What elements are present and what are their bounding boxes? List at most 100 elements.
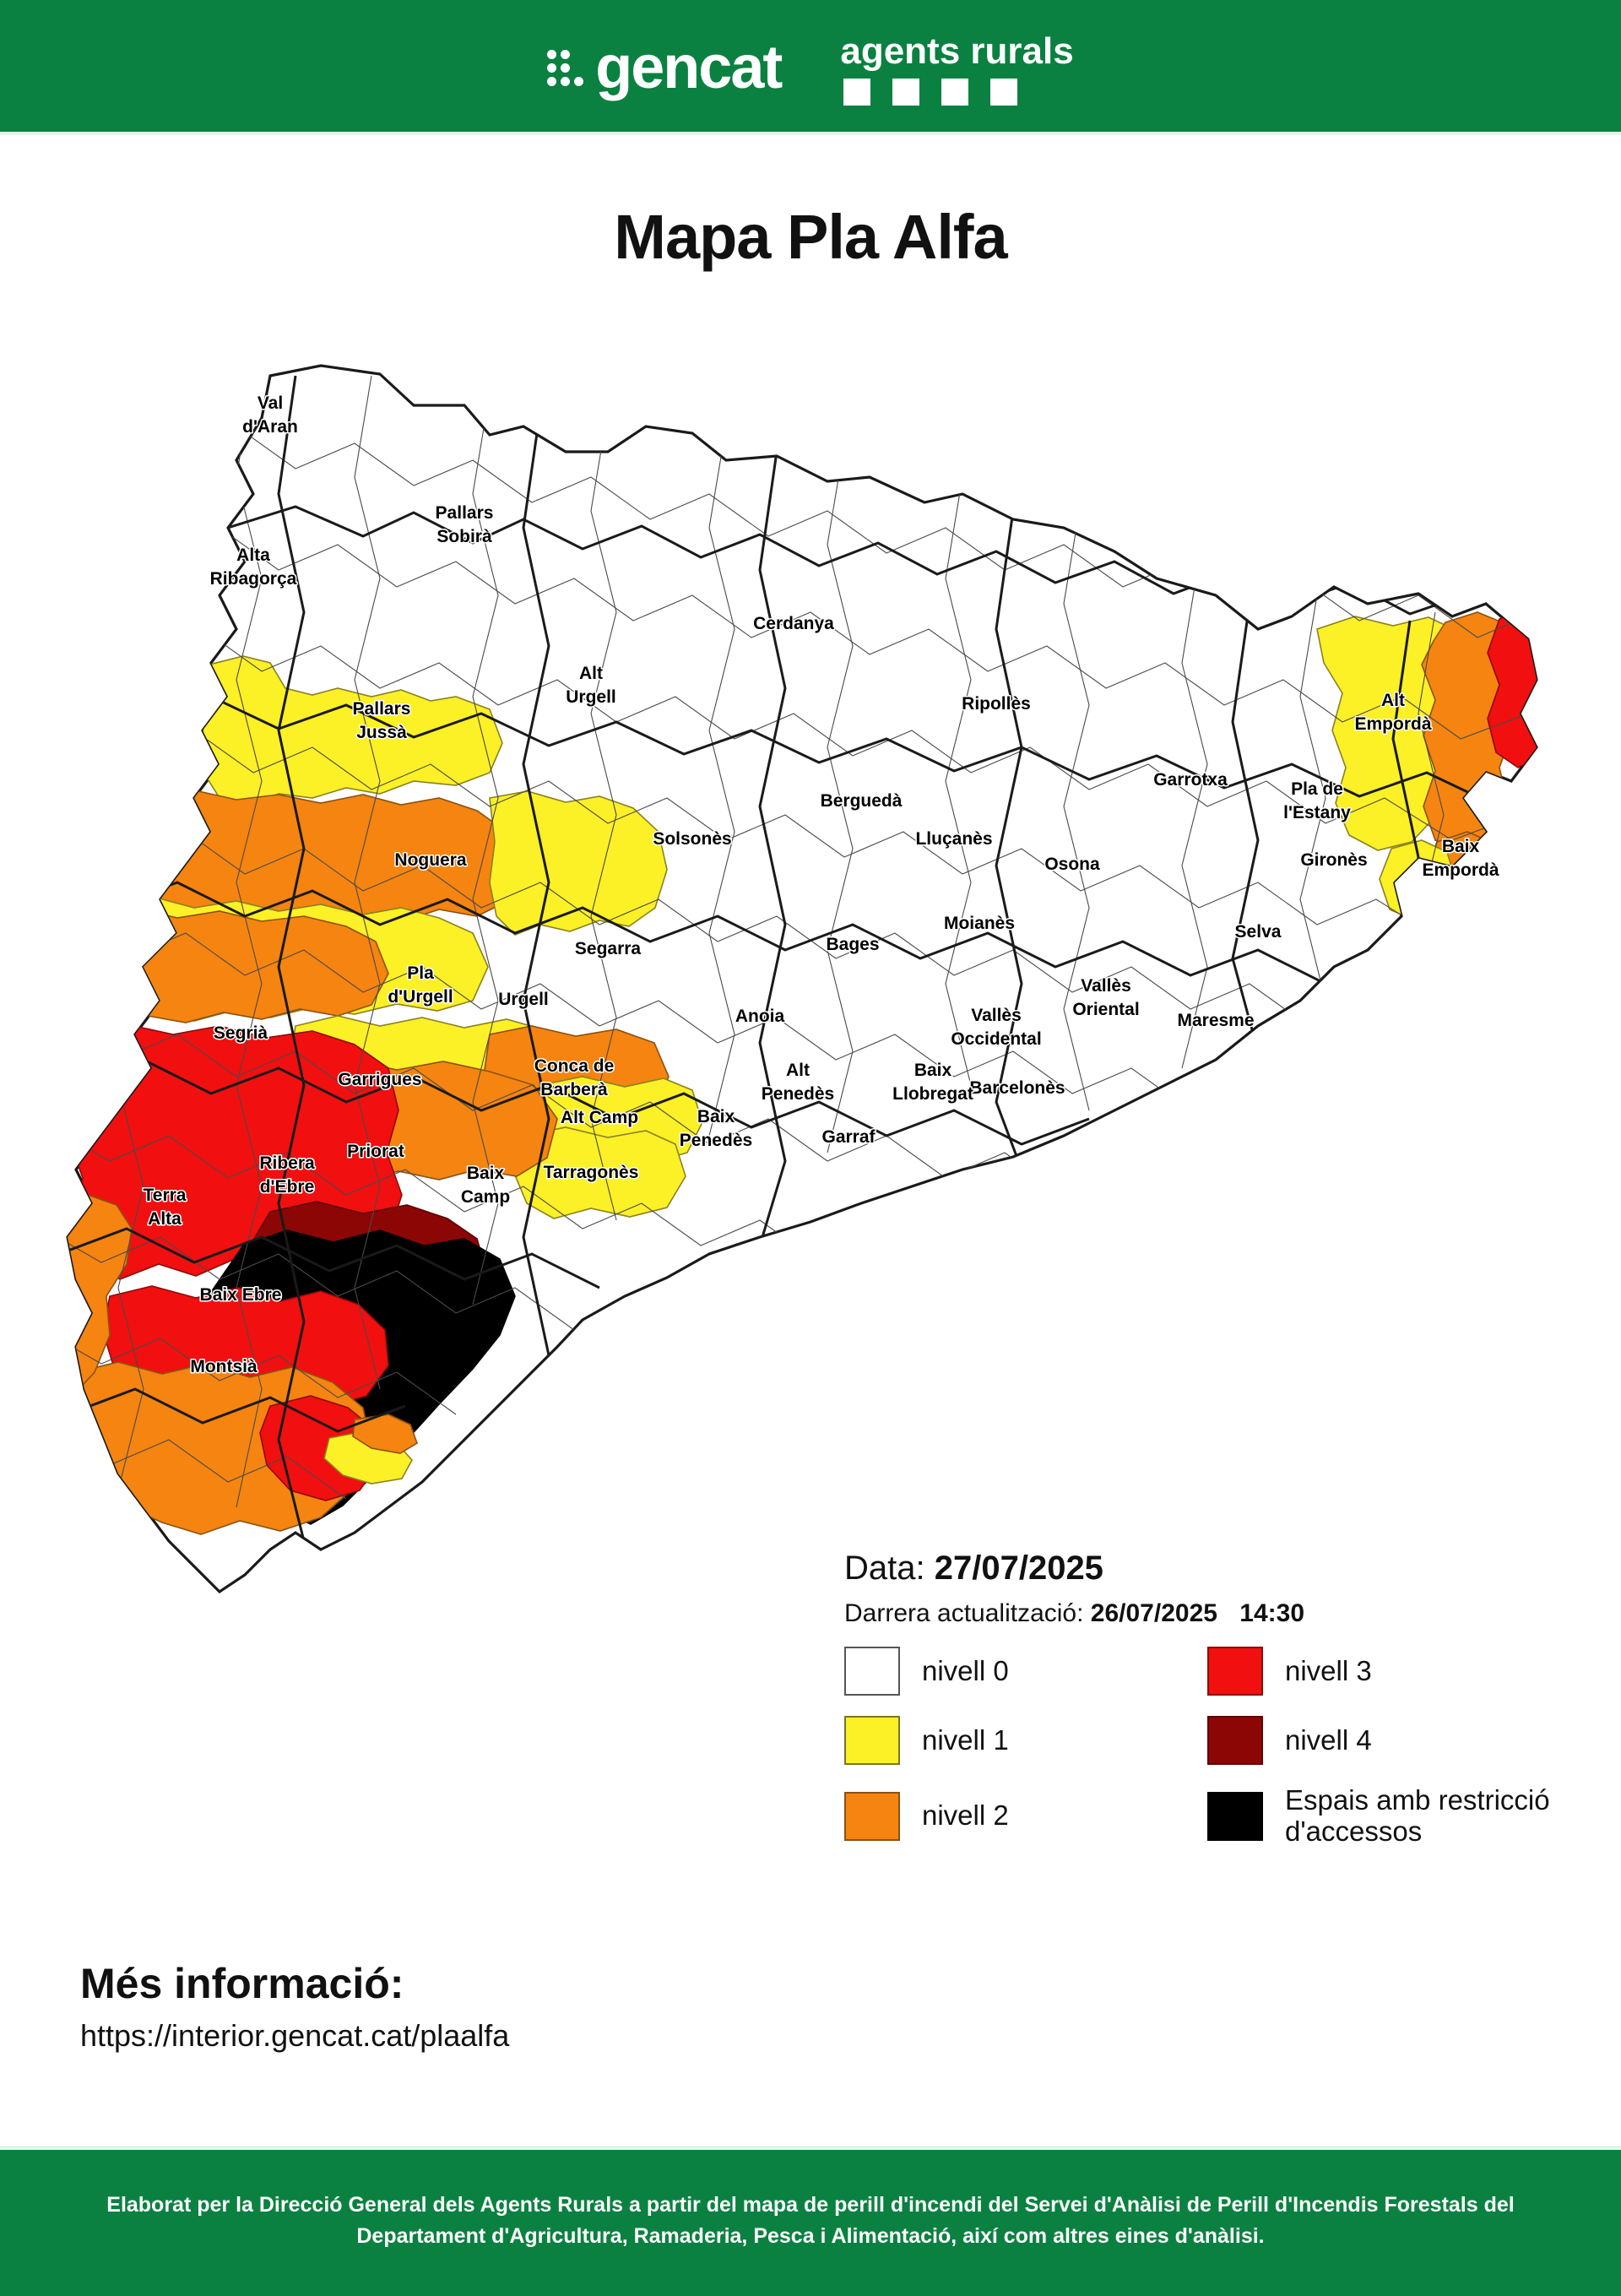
map-label-text: Alta [148, 1209, 182, 1229]
map-label-text: Pallars [353, 699, 411, 719]
map-label-val-d-aran: Val d'Aran [241, 393, 300, 438]
map-label-text: Barcelonès [969, 1078, 1065, 1098]
last-update-date: 26/07/2025 [1090, 1599, 1217, 1627]
map-label-text: Barberà [540, 1080, 608, 1099]
map-label-garraf: Garraf [821, 1126, 877, 1148]
map-label-text: Empordà [1354, 714, 1431, 734]
map-label-terra-alta: Terra Alta [142, 1185, 187, 1230]
gencat-wordmark: gencat [595, 34, 783, 101]
map-label-maresme: Maresme [1176, 1010, 1255, 1032]
map-label-barcelon-s: Barcelonès [968, 1077, 1066, 1099]
map-label-text: Selva [1235, 922, 1282, 942]
map-label-text: Alt Camp [561, 1108, 638, 1127]
map-municipal-borders [68, 375, 1537, 1508]
map-label-garrigues: Garrigues [337, 1069, 423, 1091]
footer-credit-text: Elaborat per la Direcció General dels Ag… [106, 2192, 1515, 2249]
zone-altemporda-n3 [1487, 606, 1537, 768]
more-info-heading: Més informació: [80, 1960, 404, 2007]
legend-item-nivell-4: nivell 4 [1207, 1716, 1587, 1765]
map-label-text: Ribagorça [210, 569, 297, 589]
map-label-vall-s-oriental: Vallès Oriental [1071, 975, 1141, 1021]
legend-swatch-nivell-1 [844, 1716, 900, 1765]
agents-rurals-wordmark: agents rurals [840, 30, 1074, 72]
map-label-pallars-sobir: Pallars Sobirà [434, 502, 495, 548]
legend-label-nivell-4: nivell 4 [1285, 1723, 1372, 1756]
map-label-text: Camp [461, 1187, 510, 1207]
map-label-text: Moianès [944, 914, 1015, 933]
map-label-tarragon-s: Tarragonès [542, 1162, 640, 1184]
map-label-llu-an-s: Lluçanès [914, 828, 994, 850]
legend-label-restriccio-accessos: Espais amb restricció d'accessos [1285, 1784, 1550, 1847]
map-label-vall-s-occidental: Vallès Occidental [950, 1005, 1043, 1050]
map-label-osona: Osona [1044, 854, 1102, 876]
map-label-text: Vallès [1081, 976, 1131, 996]
map-label-bages: Bages [825, 934, 881, 956]
map-label-text: Occidental [951, 1029, 1041, 1049]
header-divider [0, 132, 1621, 135]
map-label-selva: Selva [1233, 921, 1282, 943]
map-label-conca-de-barber: Conca de Barberà [533, 1056, 615, 1101]
map-label-text: Terra [144, 1186, 187, 1205]
map-label-text: l'Estany [1283, 803, 1351, 822]
date-line: Data: 27/07/2025 [844, 1550, 1587, 1588]
map-label-text: Alt [1381, 691, 1405, 710]
legend-item-nivell-2: nivell 2 [844, 1785, 1207, 1848]
more-info-url[interactable]: https://interior.gencat.cat/plaalfa [80, 2018, 510, 2053]
legend-item-restriccio-accessos: Espais amb restricció d'accessos [1207, 1784, 1587, 1848]
zone-baixemporda-coast-n1 [1445, 907, 1514, 968]
date-value: 27/07/2025 [934, 1550, 1103, 1587]
map-label-ripoll-s: Ripollès [961, 693, 1033, 715]
legend-label-nivell-2: nivell 2 [922, 1799, 1009, 1832]
agents-rurals-logo: agents rurals [840, 30, 1074, 106]
legend-label-nivell-0: nivell 0 [922, 1654, 1009, 1686]
map-label-text: Baix [914, 1061, 952, 1080]
last-update-label: Darrera actualització: [844, 1599, 1084, 1627]
legend-swatch-nivell-2 [844, 1791, 900, 1841]
map-label-pla-de-l-estany: Pla de l'Estany [1282, 779, 1353, 824]
map-label-text: Sobirà [436, 527, 492, 546]
map-label-text: Anoia [735, 1007, 785, 1026]
map-label-text: Penedès [680, 1131, 752, 1150]
map-label-urgell: Urgell [497, 989, 550, 1011]
legend-swatch-nivell-4 [1207, 1716, 1263, 1765]
map-label-baix-llobregat: Baix Llobregat [892, 1060, 975, 1105]
map-label-text: Garrigues [338, 1070, 421, 1089]
map-label-alt-empord: Alt Empordà [1353, 690, 1433, 735]
map-label-text: Urgell [498, 990, 549, 1009]
map-label-baix-pened-s: Baix Penedès [678, 1106, 753, 1152]
legend-label-nivell-3: nivell 3 [1285, 1654, 1372, 1686]
map-label-segri: Segrià [212, 1023, 269, 1045]
map-label-text: Garraf [821, 1127, 876, 1147]
map-label-text: Bages [826, 935, 879, 954]
map-label-text: Pla de [1291, 779, 1343, 799]
map-label-text: Empordà [1422, 860, 1499, 880]
map-label-text: Urgell [566, 687, 616, 707]
map-label-text: Alt [579, 664, 603, 683]
map-label-text: Val [258, 394, 283, 413]
map-label-text: Jussà [356, 723, 407, 742]
map-label-text: Maresme [1177, 1011, 1254, 1030]
map-label-text: Oriental [1072, 1000, 1139, 1019]
gencat-logo: gencat [547, 34, 783, 101]
map-label-text: Baix [467, 1164, 505, 1183]
map-label-text: Conca de [534, 1056, 615, 1076]
map-alert-zones [68, 606, 1537, 1535]
map-label-alt-pened-s: Alt Penedès [760, 1060, 835, 1105]
map-label-text: Lluçanès [915, 829, 992, 849]
map-label-text: Vallès [971, 1006, 1022, 1025]
map-label-text: Segarra [575, 939, 642, 958]
map-label-text: Priorat [347, 1142, 404, 1161]
map-label-priorat: Priorat [346, 1141, 406, 1163]
map-label-alt-urgell: Alt Urgell [565, 663, 618, 708]
map-label-anoia: Anoia [734, 1006, 786, 1028]
map-label-segarra: Segarra [573, 938, 642, 960]
map-label-text: Cerdanya [753, 614, 834, 633]
map-label-text: Solsonès [653, 829, 731, 849]
map-label-text: Montsià [190, 1357, 258, 1376]
map-label-baix-empord: Baix Empordà [1421, 836, 1500, 882]
date-label: Data: [844, 1550, 925, 1587]
more-info-block: Més informació: https://interior.gencat.… [80, 1959, 509, 2054]
legend-item-nivell-3: nivell 3 [1207, 1647, 1587, 1696]
map-label-pallars-juss: Pallars Jussà [351, 698, 412, 744]
map-label-solson-s: Solsonès [652, 828, 733, 850]
